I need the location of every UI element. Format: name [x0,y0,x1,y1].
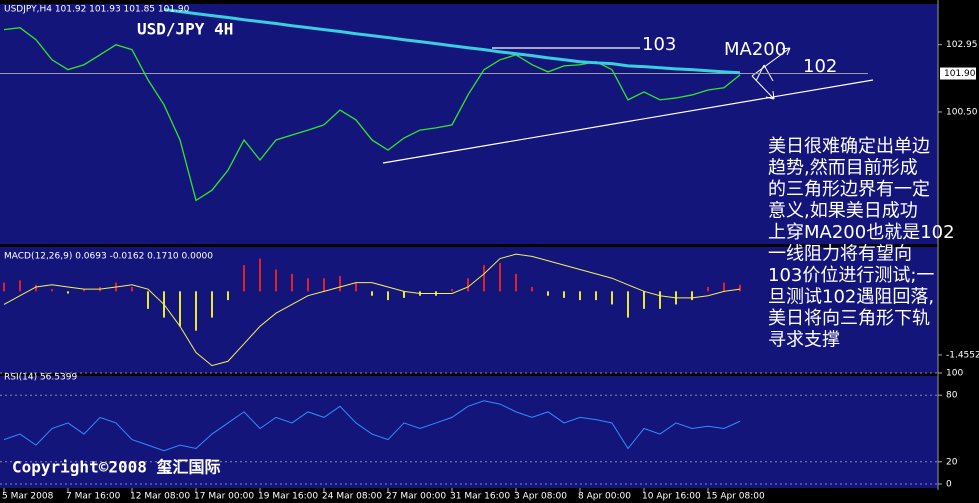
histogram-bar [659,291,661,309]
series-line [163,8,741,75]
histogram-bar [579,291,581,301]
annotation: 102 [803,56,837,77]
x-tick-label: 19 Mar 16:00 [258,492,318,502]
commentary-line: 旦测试102遇阻回落, [768,287,934,308]
annotation: MA200 [724,39,786,60]
histogram-bar [707,286,709,292]
histogram-bar [275,269,277,292]
commentary-line: 寻求支撑 [768,330,840,351]
y-tick-label: 80 [946,391,958,401]
arrow-up [751,47,791,77]
histogram-bar [147,291,149,309]
series-line [3,26,741,202]
x-tick-label: 5 Mar 2008 [2,492,54,502]
triangle-support [382,79,874,164]
histogram-bar [19,280,21,292]
chart-title: USD/JPY 4H [137,20,233,39]
histogram-bar [483,265,485,292]
panel-header: MACD(12,26,9) 0.0693 -0.0162 0.1710 0.00… [4,252,213,262]
y-tick-label: 101.90 [944,69,976,79]
annotation: 103 [642,34,676,55]
panel-header: RSI(14) 56.5399 [4,373,77,383]
plot-layer: 102.95 101.90 100.50 USDJPY,H4 101.92 101.9… [0,5,979,502]
histogram-bar [243,265,245,292]
commentary-line: 103价位进行测试;一 [768,265,934,286]
arrow-mark [755,64,774,82]
histogram-bar [691,291,693,301]
histogram-bar [35,284,37,292]
x-tick-label: 12 Mar 08:00 [130,492,190,502]
x-tick-label: 17 Mar 00:00 [194,492,254,502]
x-tick-label: 3 Apr 08:00 [514,492,567,502]
histogram-bar [531,286,533,292]
y-tick-label: 100.50 [946,107,978,117]
y-tick-label: -1.4552 [946,350,979,360]
x-tick-label: 10 Apr 16:00 [642,492,701,502]
histogram-bar [723,282,725,292]
commentary-line: 美日很难确定出单边 [768,136,930,157]
arrow-down [751,75,775,100]
histogram-bar [595,291,597,301]
histogram-bar [739,284,741,292]
histogram-bar [227,291,229,301]
histogram-bar [467,278,469,292]
price-box [940,67,976,80]
histogram-bar [499,262,501,292]
price-panel [0,4,938,244]
histogram-bar [611,291,613,305]
commentary-line: 上穿MA200也就是102 [768,222,955,243]
x-tick-label: 24 Mar 08:00 [322,492,382,502]
signal-line [3,253,741,367]
series-line [3,400,741,452]
commentary-line: 美日将向三角形下轨 [768,308,930,329]
histogram-bar [371,291,373,296]
histogram-bar [515,273,517,292]
y-tick-label: 0 [946,480,952,490]
histogram-bar [323,278,325,292]
histogram-bar [179,291,181,327]
copyright: Copyright©2008 玺汇国际 [12,458,221,477]
histogram-bar [627,291,629,318]
histogram-bar [403,291,405,298]
panel-header: USDJPY,H4 101.92 101.93 101.85 101.90 [4,5,190,15]
y-tick-label: 102.95 [946,40,978,50]
rsi-panel [0,376,938,488]
histogram-bar [563,291,565,298]
histogram-bar [3,282,5,292]
macd-panel [0,247,938,373]
histogram-bar [67,291,69,294]
commentary-line: 意义,如果美日成功 [768,201,918,222]
histogram-bar [387,291,389,301]
x-tick-label: 7 Mar 16:00 [66,492,121,502]
x-tick-label: 31 Mar 16:00 [450,492,510,502]
histogram-bar [259,258,261,292]
histogram-bar [51,289,53,292]
x-tick-label: 8 Apr 00:00 [578,492,631,502]
histogram-bar [451,289,453,292]
histogram-bar [211,291,213,318]
commentary-line: 趋势,然而目前形成 [768,158,918,179]
commentary-line: 的三角形边界有一定 [768,179,930,200]
x-tick-label: 27 Mar 00:00 [386,492,446,502]
commentary-line: 一线阻力将有望向 [768,244,912,265]
histogram-bar [339,276,341,292]
histogram-bar [355,282,357,292]
y-tick-label: 100 [946,369,963,379]
histogram-bar [547,291,549,296]
x-tick-label: 15 Apr 08:00 [706,492,765,502]
histogram-bar [643,291,645,309]
y-tick-label: 20 [946,457,958,467]
histogram-bar [307,278,309,292]
histogram-bar [291,273,293,292]
histogram-bar [83,289,85,292]
histogram-bar [195,291,197,331]
histogram-bar [131,286,133,292]
